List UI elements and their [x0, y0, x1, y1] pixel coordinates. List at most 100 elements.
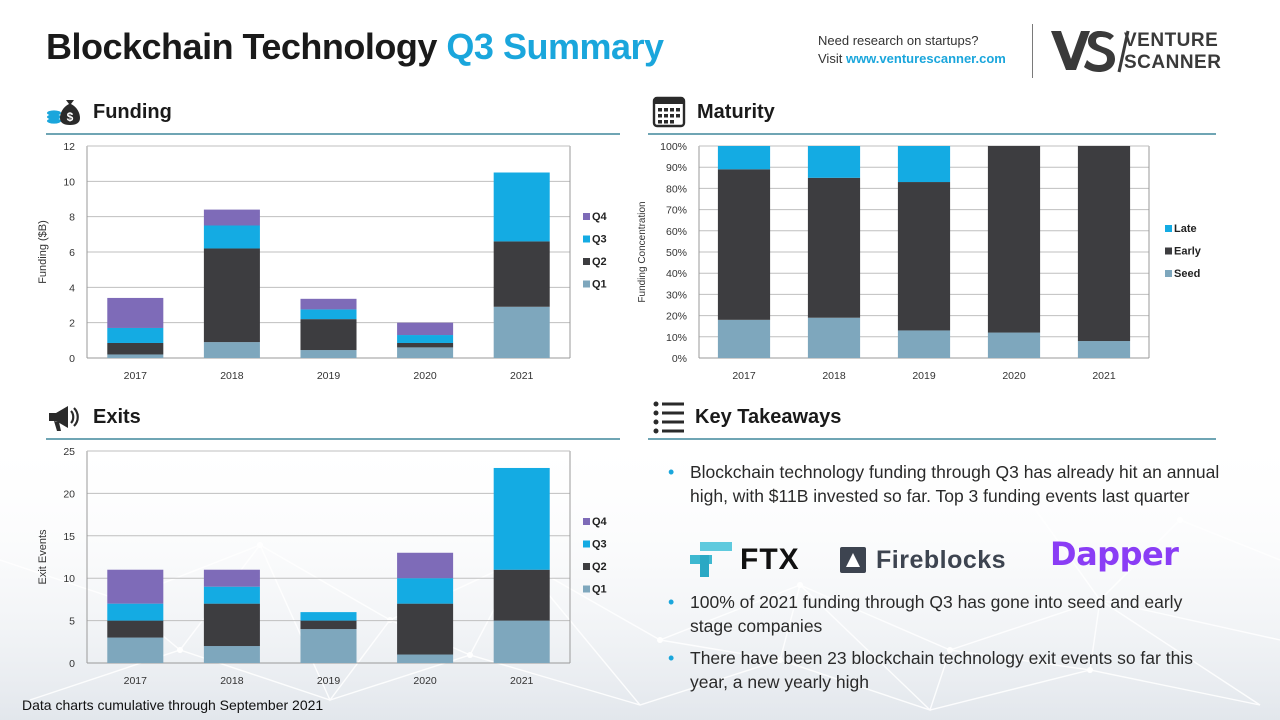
- x-tick-label: 2018: [822, 370, 846, 382]
- y-tick-label: 0%: [672, 353, 687, 365]
- y-tick-label: 8: [69, 212, 75, 224]
- bar-segment: [203, 209, 260, 226]
- exits-plot: 0 5 10 15 20 25 Exit Events 2017 2018 2019 2020 202…: [37, 446, 608, 687]
- bar-segment: [107, 354, 164, 358]
- takeaways-title: Key Takeaways: [695, 406, 842, 428]
- bar-segment: [397, 335, 454, 343]
- bar-segment: [897, 330, 951, 358]
- legend-swatch: [583, 518, 590, 525]
- exits-divider: [46, 438, 620, 440]
- bar-segment: [717, 319, 771, 358]
- legend-label: Q1: [592, 279, 607, 291]
- research-callout: Need research on startups? Visit www.ven…: [818, 32, 1006, 68]
- legend-label: Q2: [592, 561, 607, 573]
- bar-segment: [397, 578, 454, 604]
- money-bag-icon: $: [47, 100, 80, 125]
- funding-divider: [46, 133, 620, 135]
- y-tick-label: 6: [69, 247, 75, 259]
- y-tick-label: 90%: [666, 162, 687, 174]
- bar-segment: [493, 306, 550, 358]
- legend-label: Q4: [592, 211, 608, 223]
- y-tick-label: 100%: [660, 141, 687, 153]
- list-icon: [653, 401, 684, 434]
- legend-swatch: [583, 563, 590, 570]
- bar-segment: [1077, 341, 1131, 358]
- legend-label: Seed: [1174, 268, 1200, 280]
- maturity-divider: [648, 133, 1216, 135]
- x-tick-label: 2020: [1002, 370, 1026, 382]
- x-tick-label: 2018: [220, 370, 244, 382]
- y-tick-label: 0: [69, 353, 75, 365]
- legend-label: Q4: [592, 516, 608, 528]
- bar-segment: [397, 552, 454, 579]
- legend-label: Q3: [592, 539, 607, 551]
- bar-segment: [203, 586, 260, 604]
- megaphone-icon: [49, 406, 79, 431]
- fireblocks-mark-icon: [840, 547, 866, 573]
- bar-segment: [107, 569, 164, 604]
- x-tick-label: 2021: [510, 370, 534, 382]
- y-tick-label: 10%: [666, 332, 687, 344]
- bar-segment: [107, 342, 164, 355]
- bar-segment: [107, 637, 164, 663]
- bar-segment: [397, 322, 454, 336]
- bar-segment: [493, 620, 550, 663]
- bar-segment: [203, 342, 260, 358]
- x-tick-label: 2019: [317, 370, 341, 382]
- bar-segment: [397, 654, 454, 663]
- bullet-dot-icon: •: [668, 592, 675, 612]
- y-tick-label: 10: [63, 573, 75, 585]
- y-tick-label: 80%: [666, 183, 687, 195]
- research-link[interactable]: www.venturescanner.com: [845, 51, 1006, 66]
- title-highlight: Q3 Summary: [446, 26, 664, 67]
- bar-segment: [107, 297, 164, 328]
- bar-segment: [807, 177, 861, 318]
- takeaway-item: • 100% of 2021 funding through Q3 has gon…: [668, 592, 1183, 636]
- bar-segment: [807, 146, 861, 178]
- x-tick-label: 2020: [413, 675, 437, 687]
- y-tick-label: 50%: [666, 247, 687, 259]
- bar-segment: [300, 629, 357, 663]
- bar-segment: [493, 241, 550, 307]
- y-axis-label: Exit Events: [37, 529, 49, 585]
- y-axis-label: Funding ($B): [37, 220, 49, 284]
- calendar-icon: [652, 96, 686, 128]
- bar-segment: [493, 569, 550, 621]
- bar-segment: [397, 342, 454, 348]
- x-tick-label: 2018: [220, 675, 244, 687]
- fireblocks-logo: Fireblocks: [840, 538, 1006, 582]
- bar-segment: [300, 309, 357, 320]
- x-tick-label: 2021: [1092, 370, 1116, 382]
- footnote: Data charts cumulative through September…: [22, 697, 324, 713]
- legend-label: Late: [1174, 223, 1197, 235]
- bar-segment: [1077, 146, 1131, 342]
- funding-plot: 0 2 4 6 8 10 12 Funding ($B) 2017 2018 2019 2020 202…: [37, 141, 608, 382]
- legend-swatch: [583, 280, 590, 288]
- bullet-dot-icon: •: [668, 462, 675, 482]
- y-tick-label: 20%: [666, 311, 687, 323]
- title-main: Blockchain Technology: [46, 26, 437, 67]
- bar-segment: [987, 332, 1041, 358]
- legend-swatch: [583, 235, 590, 243]
- venture-scanner-logo: [1051, 30, 1130, 73]
- bar-segment: [300, 612, 357, 621]
- y-tick-label: 30%: [666, 289, 687, 301]
- research-visit: Visit: [818, 51, 843, 66]
- bar-segment: [107, 603, 164, 621]
- legend-swatch: [583, 258, 590, 265]
- x-tick-label: 2017: [124, 370, 148, 382]
- dapper-logo: Dapper: [1050, 535, 1179, 573]
- takeaway-item: • Blockchain technology funding through Q…: [668, 462, 1220, 506]
- x-tick-label: 2017: [124, 675, 148, 687]
- y-tick-label: 4: [69, 282, 75, 294]
- legend-label: Q2: [592, 256, 607, 268]
- x-tick-label: 2021: [510, 675, 534, 687]
- header-divider: [1032, 24, 1033, 78]
- bar-segment: [493, 467, 550, 570]
- bar-segment: [897, 182, 951, 331]
- bar-segment: [203, 569, 260, 587]
- y-axis-label: Funding Concentration: [637, 201, 648, 302]
- page-title: Blockchain Technology Q3 Summary: [46, 26, 664, 68]
- bar-segment: [897, 146, 951, 183]
- research-line: Need research on startups?: [818, 33, 979, 48]
